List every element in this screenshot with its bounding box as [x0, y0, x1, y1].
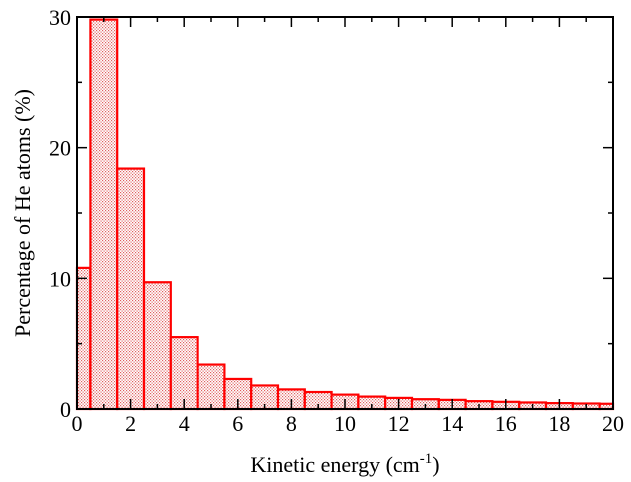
x-tick-label: 10: [334, 411, 356, 436]
histogram-bar: [198, 365, 225, 409]
x-axis-title-suffix: ): [432, 452, 439, 477]
x-tick-label: 6: [232, 411, 243, 436]
y-tick-label: 30: [49, 5, 71, 30]
x-tick-label: 14: [441, 411, 463, 436]
histogram-bar: [77, 268, 90, 409]
x-tick-label: 20: [602, 411, 624, 436]
x-tick-label: 2: [125, 411, 136, 436]
x-tick-label: 8: [286, 411, 297, 436]
bars-layer: [77, 20, 613, 409]
x-axis-title-superscript: -1: [420, 451, 433, 467]
x-tick-label: 16: [495, 411, 517, 436]
y-tick-label: 10: [49, 266, 71, 291]
x-tick-label: 12: [388, 411, 410, 436]
histogram-bar: [171, 337, 198, 409]
y-tick-label: 0: [60, 397, 71, 422]
histogram-bar: [144, 282, 171, 409]
x-axis-title-main: Kinetic energy (cm: [250, 452, 419, 477]
x-tick-label: 18: [548, 411, 570, 436]
x-axis-title: Kinetic energy (cm-1): [250, 451, 439, 477]
x-tick-label: 4: [179, 411, 190, 436]
y-axis-title: Percentage of He atoms (%): [10, 89, 35, 337]
x-tick-label: 0: [72, 411, 83, 436]
histogram-bar: [117, 169, 144, 409]
histogram-bar: [90, 20, 117, 409]
y-tick-label: 20: [49, 136, 71, 161]
